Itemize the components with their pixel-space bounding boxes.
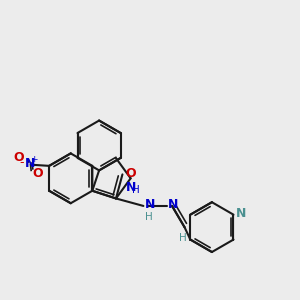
Text: H: H [145,212,152,222]
Text: N: N [145,198,155,211]
Text: O: O [126,167,136,180]
Text: N: N [236,208,246,220]
Text: N: N [168,198,178,211]
Text: N: N [126,181,136,194]
Text: H: H [132,185,140,195]
Text: +: + [30,155,38,164]
Text: O: O [14,151,24,164]
Text: N: N [25,157,36,170]
Text: H: H [179,233,187,244]
Text: O: O [32,167,43,180]
Text: -: - [20,156,24,170]
